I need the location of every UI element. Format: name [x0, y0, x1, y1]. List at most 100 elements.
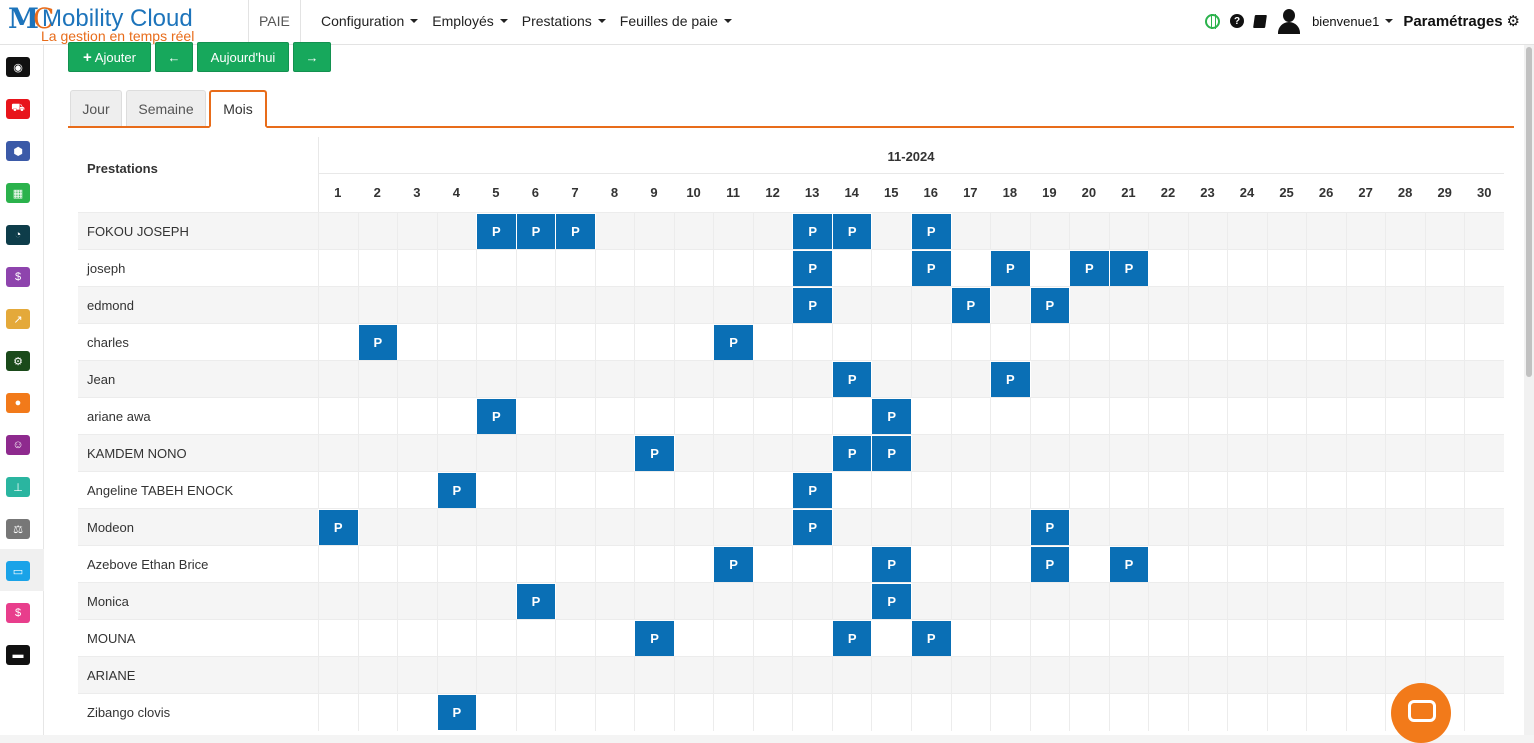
- employee-name[interactable]: Angeline TABEH ENOCK: [87, 483, 234, 498]
- employee-name[interactable]: ariane awa: [87, 409, 151, 424]
- logo[interactable]: MC Mobility Cloud La gestion en temps ré…: [8, 4, 248, 44]
- prestation-marker[interactable]: P: [515, 213, 557, 250]
- prestation-marker[interactable]: P: [990, 361, 1031, 398]
- prestation-marker[interactable]: P: [911, 213, 952, 250]
- module-label[interactable]: PAIE: [259, 13, 290, 29]
- nav-item-prestations[interactable]: Prestations: [522, 13, 606, 29]
- prestation-marker[interactable]: P: [831, 213, 873, 250]
- prestation-marker[interactable]: P: [1029, 509, 1071, 546]
- grid-line: [1266, 361, 1268, 398]
- prestation-marker[interactable]: P: [792, 213, 833, 250]
- user-menu[interactable]: bienvenue1: [1312, 14, 1394, 29]
- grid-line: [990, 213, 992, 250]
- dashboard-icon[interactable]: ◉: [6, 57, 30, 77]
- avatar[interactable]: [1276, 8, 1302, 34]
- calculator-icon[interactable]: ▦: [6, 183, 30, 203]
- globe-icon[interactable]: [1205, 13, 1221, 29]
- grid-line: [1227, 287, 1229, 324]
- tab-semaine[interactable]: Semaine: [126, 90, 206, 126]
- employee-name[interactable]: FOKOU JOSEPH: [87, 224, 189, 239]
- nav-item-employ-s[interactable]: Employés: [432, 13, 508, 29]
- prestation-marker[interactable]: P: [1108, 546, 1150, 583]
- tab-mois[interactable]: Mois: [209, 90, 267, 128]
- day-header: 15: [883, 185, 899, 200]
- grid-line: [634, 583, 636, 620]
- cubes-icon[interactable]: ⬢: [6, 141, 30, 161]
- group-icon[interactable]: ☺: [6, 435, 30, 455]
- prestation-marker[interactable]: P: [476, 213, 517, 250]
- prestation-marker[interactable]: P: [792, 250, 833, 287]
- today-button[interactable]: Aujourd'hui: [197, 42, 289, 72]
- prestation-marker[interactable]: P: [831, 435, 873, 472]
- prestation-marker[interactable]: P: [792, 509, 833, 546]
- prestation-marker[interactable]: P: [1029, 287, 1071, 324]
- credit-card-icon[interactable]: ▭: [6, 561, 30, 581]
- prestation-marker[interactable]: P: [911, 250, 952, 287]
- prestation-marker[interactable]: P: [831, 361, 873, 398]
- employee-name[interactable]: KAMDEM NONO: [87, 446, 187, 461]
- chat-button[interactable]: [1391, 683, 1451, 743]
- book-icon[interactable]: [1253, 14, 1267, 28]
- prestation-marker[interactable]: P: [871, 435, 912, 472]
- cogs-icon[interactable]: ⚙: [6, 351, 30, 371]
- prestation-marker[interactable]: P: [634, 620, 675, 657]
- prestation-marker[interactable]: P: [792, 472, 833, 509]
- scrollbar-thumb[interactable]: [1526, 47, 1532, 377]
- grid-line: [1227, 657, 1229, 694]
- employee-name[interactable]: MOUNA: [87, 631, 136, 646]
- cart-icon[interactable]: ⛟: [6, 99, 30, 119]
- prestation-marker[interactable]: P: [871, 546, 912, 583]
- settings-menu[interactable]: Paramétrages ⚙: [1403, 12, 1520, 31]
- prestation-marker[interactable]: P: [357, 324, 399, 361]
- prestation-marker[interactable]: P: [1108, 250, 1150, 287]
- page-scrollbar[interactable]: [1524, 45, 1534, 735]
- bed-icon[interactable]: ▬: [6, 645, 30, 665]
- prestation-marker[interactable]: P: [792, 287, 833, 324]
- nav-item-configuration[interactable]: Configuration: [321, 13, 419, 29]
- grid-line: [634, 287, 636, 324]
- prestation-marker[interactable]: P: [713, 546, 754, 583]
- employee-name[interactable]: Monica: [87, 594, 129, 609]
- prestation-marker[interactable]: P: [555, 213, 596, 250]
- nav-item-feuilles-de-paie[interactable]: Feuilles de paie: [620, 13, 732, 29]
- grid-line: [1306, 213, 1308, 250]
- prestation-marker[interactable]: P: [871, 583, 912, 620]
- grid-line: [1227, 620, 1229, 657]
- prestation-marker[interactable]: P: [713, 324, 754, 361]
- prestation-marker[interactable]: P: [1029, 546, 1071, 583]
- employee-name[interactable]: joseph: [87, 261, 126, 276]
- payroll-icon[interactable]: $: [6, 603, 30, 623]
- employee-name[interactable]: Zibango clovis: [87, 705, 171, 720]
- employee-name[interactable]: charles: [87, 335, 129, 350]
- prestation-marker[interactable]: P: [634, 435, 675, 472]
- prev-button[interactable]: ←: [155, 42, 193, 72]
- money-icon[interactable]: $: [6, 267, 30, 287]
- prestation-marker[interactable]: P: [436, 472, 478, 509]
- employee-name[interactable]: ARIANE: [87, 668, 136, 683]
- balance-icon[interactable]: ⚖: [6, 519, 30, 539]
- prestation-marker[interactable]: P: [436, 694, 478, 731]
- prestation-marker[interactable]: P: [950, 287, 992, 324]
- tab-jour[interactable]: Jour: [70, 90, 122, 126]
- employee-name[interactable]: Jean: [87, 372, 116, 387]
- prestation-marker[interactable]: P: [515, 583, 557, 620]
- prestation-marker[interactable]: P: [318, 509, 359, 546]
- toolbar: + Ajouter ← Aujourd'hui →: [68, 42, 331, 72]
- prestation-marker[interactable]: P: [911, 620, 952, 657]
- employee-name[interactable]: Azebove Ethan Brice: [87, 557, 209, 572]
- employee-name[interactable]: Modeon: [87, 520, 134, 535]
- prestation-marker[interactable]: P: [871, 398, 912, 435]
- add-button[interactable]: + Ajouter: [68, 42, 151, 72]
- pie-chart-icon[interactable]: ◔: [6, 225, 30, 245]
- line-chart-icon[interactable]: ↗: [6, 309, 30, 329]
- prestation-marker[interactable]: P: [990, 250, 1031, 287]
- prestation-marker[interactable]: P: [1069, 250, 1110, 287]
- next-button[interactable]: →: [293, 42, 331, 72]
- sitemap-icon[interactable]: ⊥: [6, 477, 30, 497]
- grid-line: [515, 546, 517, 583]
- prestation-marker[interactable]: P: [831, 620, 873, 657]
- prestation-marker[interactable]: P: [476, 398, 517, 435]
- employee-name[interactable]: edmond: [87, 298, 134, 313]
- users-icon[interactable]: ●: [6, 393, 30, 413]
- help-icon[interactable]: ?: [1230, 14, 1245, 28]
